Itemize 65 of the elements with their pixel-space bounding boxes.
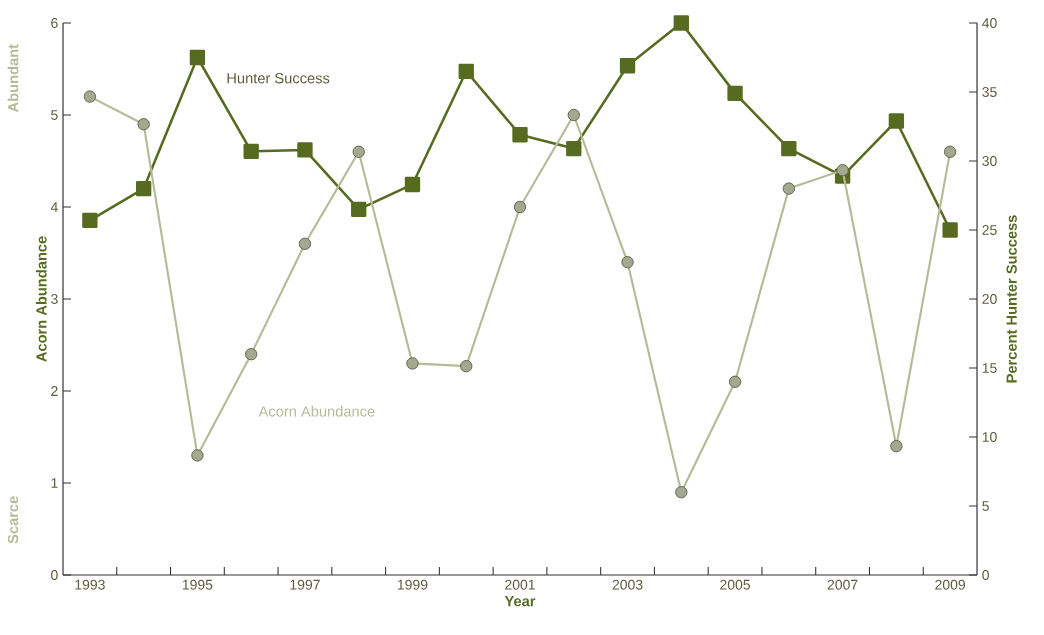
point [512,127,528,143]
x-tick-label: 1995 [182,579,213,590]
point [406,357,419,370]
x-tick-label: 1999 [397,579,428,590]
point [566,140,582,157]
series-label: Hunter Success [227,73,330,84]
point [675,486,688,499]
x-tick-label: 2007 [827,579,858,590]
point [191,449,204,462]
x-axis-title: Year [504,596,536,607]
y-tick-label: 5 [51,110,58,120]
point [567,108,580,122]
point [513,200,527,214]
point [619,58,636,74]
y-tick-label: 0 [51,570,58,580]
point [942,222,958,238]
y-tick-label: 6 [51,18,58,28]
point [944,145,957,158]
y-tick-label: 1 [51,478,58,488]
text: Acorn Abundance [258,405,375,417]
text: Scarce [7,496,19,544]
point [728,375,742,388]
x-tick-label: 2003 [612,579,643,590]
y2-tick-label: 20 [982,294,997,304]
y2-tick-label: 30 [982,156,997,166]
y2-tick-label: 15 [982,363,997,373]
text: Abundant [7,44,19,113]
y-axis-title: Acorn Abundance [35,236,47,362]
point [890,440,903,453]
y2-tick-label: 25 [982,225,997,235]
y-tick-label: 2 [51,386,58,396]
y-tick-label: 3 [51,294,58,304]
point [621,256,634,269]
y-tick-label: 4 [50,202,58,212]
x-tick-label: 2001 [505,579,535,590]
y2-tick-label: 35 [982,87,997,97]
y2-axis-title: Percent Hunter Success [1006,215,1017,383]
point [782,182,795,195]
point [297,142,313,158]
x-tick-label: 2009 [935,579,966,590]
point [298,237,312,250]
point [83,90,97,103]
point [458,63,474,79]
y2-tick-label: 40 [982,18,997,28]
point [189,49,206,66]
point [243,143,259,160]
point [673,15,689,31]
x-tick-label: 1997 [290,579,320,590]
point [137,118,150,131]
point [135,180,152,197]
point [404,176,421,193]
point [352,145,365,158]
point [460,360,473,373]
y2-tick-label: 10 [982,432,997,442]
point [781,140,797,157]
y2-tick-label: 5 [982,501,989,511]
point [351,201,367,217]
point [888,113,905,129]
point [836,164,849,177]
x-tick-label: 1993 [75,579,105,590]
x-tick-label: 2005 [720,579,751,590]
point [727,85,743,102]
point [82,212,98,229]
point [245,348,258,361]
y2-tick-label: 0 [982,570,989,580]
